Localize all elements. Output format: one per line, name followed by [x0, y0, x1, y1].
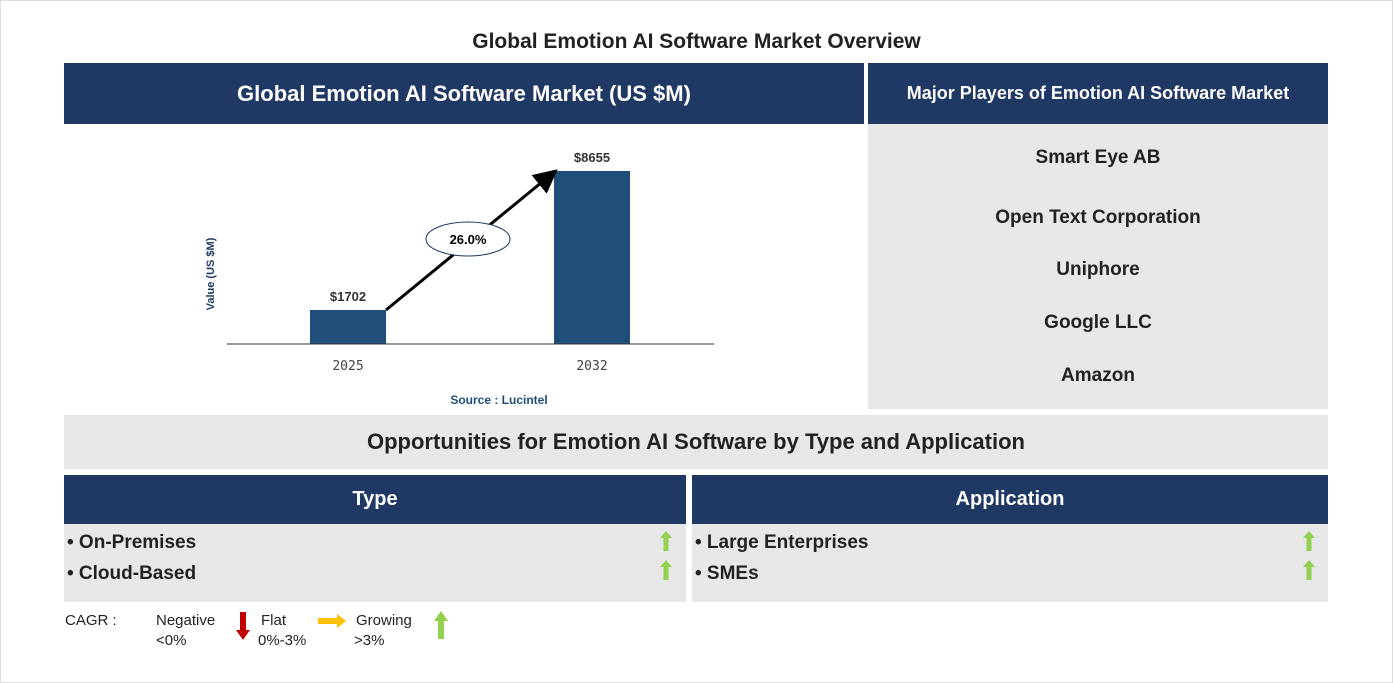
bar-2032 — [554, 171, 630, 344]
y-axis-label: Value (US $M) — [205, 237, 217, 310]
application-item: • Large Enterprises — [695, 532, 869, 553]
application-header: Application — [692, 475, 1328, 524]
type-panel — [64, 524, 686, 602]
growing-arrow-icon — [1303, 531, 1315, 551]
player-item: Uniphore — [1056, 259, 1140, 280]
cagr-label: 26.0% — [450, 232, 487, 247]
legend-growing-range: >3% — [354, 632, 385, 649]
legend-flat-range: 0%-3% — [258, 632, 307, 649]
application-panel — [692, 524, 1328, 602]
legend-flat: Flat — [261, 612, 287, 629]
legend-negative-range: <0% — [156, 632, 187, 649]
legend-negative: Negative — [156, 612, 216, 629]
player-item: Google LLC — [1044, 312, 1152, 333]
negative-arrow-icon — [236, 612, 250, 640]
player-item: Amazon — [1061, 365, 1135, 386]
growing-arrow-icon — [660, 560, 672, 580]
cagr-ellipse — [425, 221, 511, 257]
data-label: $8655 — [574, 150, 610, 165]
legend-growing: Growing — [356, 612, 412, 629]
source-label: Source : Lucintel — [450, 393, 547, 407]
players-header: Major Players of Emotion AI Software Mar… — [868, 63, 1328, 124]
x-tick-label: 2025 — [332, 359, 363, 374]
players-panel — [868, 124, 1328, 409]
growing-arrow-icon — [434, 611, 448, 639]
type-item: • Cloud-Based — [67, 563, 197, 584]
type-item: • On-Premises — [67, 532, 197, 553]
opportunities-header: Opportunities for Emotion AI Software by… — [64, 415, 1328, 469]
type-header: Type — [64, 475, 686, 524]
player-item: Smart Eye AB — [1035, 147, 1161, 168]
growing-arrow-icon — [660, 531, 672, 551]
player-item: Open Text Corporation — [995, 207, 1201, 228]
data-label: $1702 — [330, 289, 366, 304]
page-title: Global Emotion AI Software Market Overvi… — [472, 30, 921, 53]
growing-arrow-icon — [1303, 560, 1315, 580]
bar-2025 — [310, 309, 386, 344]
application-item: • SMEs — [695, 563, 759, 584]
flat-arrow-icon — [318, 614, 346, 628]
chart-header: Global Emotion AI Software Market (US $M… — [64, 63, 864, 124]
bar-chart: Value (US $M) $1702 2025 $8655 2032 26.0% S… — [205, 150, 714, 407]
x-tick-label: 2032 — [576, 359, 607, 374]
legend-label: CAGR : — [65, 612, 117, 629]
